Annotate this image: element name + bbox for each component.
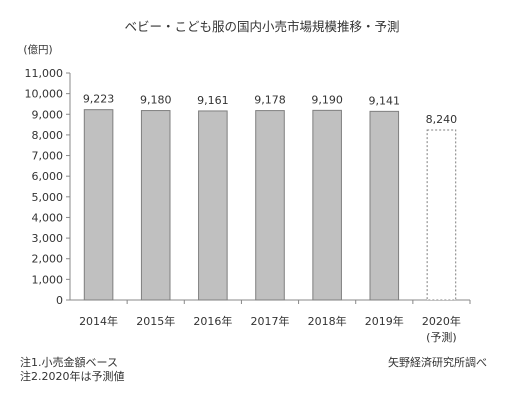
data-label: 9,180 — [140, 94, 172, 107]
data-label: 9,178 — [254, 94, 286, 107]
bar — [369, 110, 400, 301]
y-axis-unit-label: (億円) — [23, 43, 52, 56]
x-tick-label: 2020年 — [422, 314, 461, 328]
bar — [312, 109, 342, 301]
x-tick-label: 2019年 — [365, 314, 404, 328]
x-tick-label: 2018年 — [308, 314, 347, 328]
y-tick-label: 6,000 — [32, 170, 64, 183]
y-tick-label: 11,000 — [25, 67, 64, 80]
bar — [140, 110, 171, 301]
source-note: 矢野経済研究所調べ — [388, 356, 487, 369]
y-tick-label: 4,000 — [32, 211, 64, 224]
y-tick-label: 7,000 — [32, 150, 64, 163]
y-tick-label: 9,000 — [32, 108, 64, 121]
bar — [255, 110, 285, 301]
y-tick-label: 5,000 — [32, 191, 64, 204]
data-label: 8,240 — [426, 113, 458, 126]
y-tick-label: 3,000 — [32, 232, 64, 245]
x-tick-label: 2016年 — [193, 314, 232, 328]
data-label: 9,141 — [369, 94, 401, 107]
data-label: 9,223 — [83, 93, 115, 106]
footnote-2: 注2.2020年は予測値 — [20, 370, 125, 383]
y-tick-label: 8,000 — [32, 129, 64, 142]
x-tick-sublabel: (予測) — [426, 330, 457, 344]
bar-forecast — [426, 129, 457, 301]
data-label: 9,190 — [311, 93, 343, 106]
bar — [83, 109, 114, 301]
plot-area: 0 1,000 2,000 3,000 4,000 5,000 6,000 7,000 8,00… — [25, 67, 471, 344]
y-tick-label: 10,000 — [25, 88, 64, 101]
chart-title: ベビー・こども服の国内小売市場規模推移・予測 — [124, 19, 399, 34]
x-tick-label: 2015年 — [136, 314, 175, 328]
y-tick-label: 2,000 — [32, 253, 64, 266]
footnote-1: 注1.小売金額ベース — [20, 356, 118, 369]
x-tick-label: 2017年 — [251, 314, 290, 328]
bar — [198, 110, 228, 301]
footnotes: 注1.小売金額ベース 注2.2020年は予測値 — [20, 356, 125, 384]
data-label: 9,161 — [197, 94, 229, 107]
x-tick-label: 2014年 — [79, 314, 118, 328]
y-tick-label: 0 — [56, 294, 63, 307]
y-tick-label: 1,000 — [32, 273, 64, 286]
